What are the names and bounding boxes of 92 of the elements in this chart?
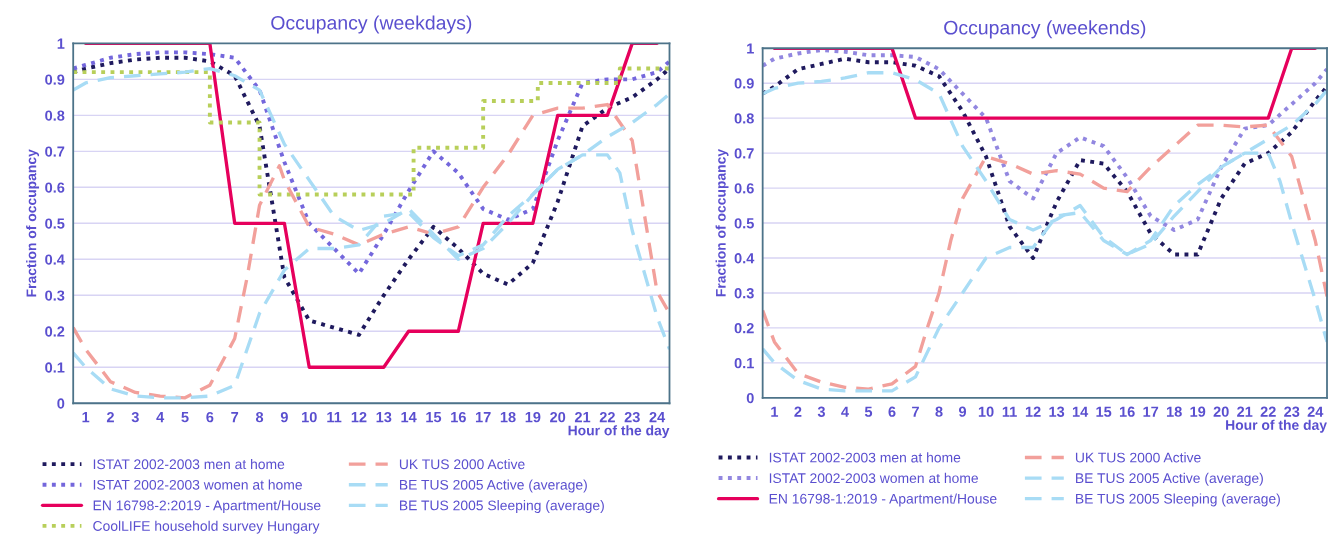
legend-label: BE TUS 2005 Sleeping (average) (1076, 493, 1280, 507)
chart-title: Occupancy (weekdays) (271, 15, 472, 34)
y-axis-title: Fraction of occupancy (26, 149, 40, 297)
x-tick-label: 6 (206, 411, 214, 423)
x-tick-label: 8 (935, 406, 943, 417)
x-tick-label: 8 (255, 411, 264, 423)
x-tick-label: 11 (1002, 406, 1017, 417)
y-tick-label: 0 (746, 392, 754, 404)
x-tick-label: 23 (624, 411, 640, 423)
y-tick-label: 1 (747, 43, 754, 54)
legend-label: UK TUS 2000 Active (399, 458, 525, 470)
x-tick-label: 12 (351, 411, 367, 423)
legend-label: EN 16798-1:2019 - Apartment/House (769, 493, 997, 507)
x-tick-label: 12 (1025, 406, 1041, 417)
y-tick-label: 1 (57, 38, 65, 49)
legend-label: ISTAT 2002-2003 women at home (93, 479, 302, 490)
x-tick-label: 13 (376, 411, 392, 423)
x-tick-label: 4 (841, 406, 849, 417)
x-tick-label: 15 (426, 412, 442, 423)
y-tick-label: 0.3 (45, 290, 65, 301)
x-tick-label: 1 (82, 412, 90, 423)
x-tick-label: 19 (1190, 406, 1206, 417)
y-tick-label: 0.4 (734, 253, 755, 264)
legend-label: BE TUS 2005 Active (average) (399, 479, 587, 493)
x-tick-label: 10 (302, 411, 317, 423)
x-axis-title: Hour of the day (1226, 419, 1327, 433)
x-tick-label: 22 (1260, 406, 1276, 417)
x-tick-label: 20 (1213, 406, 1229, 417)
x-tick-label: 17 (475, 412, 491, 423)
y-tick-label: 0.9 (734, 78, 754, 89)
y-tick-label: 0.7 (45, 146, 65, 157)
x-tick-label: 11 (327, 412, 342, 423)
y-tick-label: 0.2 (734, 323, 754, 334)
y-tick-label: 0.6 (734, 183, 754, 194)
legend-label: ISTAT 2002-2003 men at home (93, 458, 285, 470)
x-tick-label: 23 (1284, 406, 1300, 417)
x-tick-label: 20 (550, 411, 566, 423)
legend-label: ISTAT 2002-2003 men at home (769, 452, 961, 463)
x-tick-label: 16 (451, 411, 466, 423)
chart-title: Occupancy (weekends) (944, 20, 1146, 39)
y-tick-label: 0.3 (734, 288, 754, 299)
x-tick-label: 19 (525, 411, 541, 423)
legend-label: EN 16798-2:2019 - Apartment/House (93, 500, 321, 514)
x-tick-label: 7 (231, 412, 239, 423)
x-tick-label: 2 (106, 411, 114, 423)
y-tick-label: 0.2 (45, 326, 65, 337)
y-tick-label: 0.1 (734, 357, 754, 369)
line-series (73, 66, 670, 197)
x-tick-label: 16 (1119, 406, 1135, 417)
y-tick-label: 0.7 (734, 148, 754, 159)
legend-label: BE TUS 2005 Active (average) (1076, 472, 1263, 486)
x-tick-label: 14 (1072, 406, 1089, 417)
y-tick-label: 0.4 (45, 254, 65, 265)
line-series (83, 43, 659, 369)
legend-label: BE TUS 2005 Sleeping (average) (399, 500, 604, 514)
x-tick-label: 9 (280, 411, 288, 423)
legend-label: UK TUS 2000 Active (1075, 452, 1201, 463)
x-tick-label: 4 (156, 412, 165, 423)
x-tick-label: 21 (574, 411, 591, 423)
x-tick-label: 14 (401, 412, 417, 423)
x-tick-label: 13 (1049, 406, 1065, 417)
x-tick-label: 1 (771, 406, 779, 417)
y-tick-label: 0.8 (45, 110, 65, 121)
x-tick-label: 6 (888, 406, 896, 417)
x-tick-label: 2 (794, 406, 802, 417)
y-tick-label: 0.1 (45, 362, 65, 373)
y-tick-label: 0.5 (734, 218, 754, 229)
x-axis-title: Hour of the day (568, 425, 670, 439)
x-tick-label: 18 (1166, 406, 1182, 417)
legend-label: CoolLIFE household survey Hungary (93, 520, 320, 534)
x-tick-label: 3 (131, 411, 139, 423)
line-series (73, 102, 670, 400)
x-tick-label: 17 (1143, 406, 1159, 417)
y-axis-title: Fraction of occupancy (715, 149, 729, 297)
x-tick-label: 9 (958, 406, 967, 417)
y-tick-label: 0.9 (45, 74, 65, 85)
x-tick-label: 7 (912, 406, 919, 417)
x-tick-label: 21 (1237, 406, 1253, 417)
x-tick-label: 24 (1307, 406, 1324, 417)
x-tick-label: 10 (978, 406, 994, 417)
x-tick-label: 5 (181, 412, 189, 423)
y-tick-label: 0 (57, 398, 65, 409)
y-tick-label: 0.5 (45, 218, 65, 229)
y-tick-label: 0.8 (734, 113, 754, 124)
x-tick-label: 15 (1096, 406, 1112, 417)
y-tick-label: 0.6 (45, 182, 65, 193)
x-tick-label: 22 (599, 411, 615, 423)
x-tick-label: 5 (864, 406, 873, 417)
legend-label: ISTAT 2002-2003 women at home (769, 472, 978, 484)
x-tick-label: 24 (649, 411, 666, 423)
x-tick-label: 3 (817, 406, 825, 417)
x-tick-label: 18 (500, 411, 516, 423)
